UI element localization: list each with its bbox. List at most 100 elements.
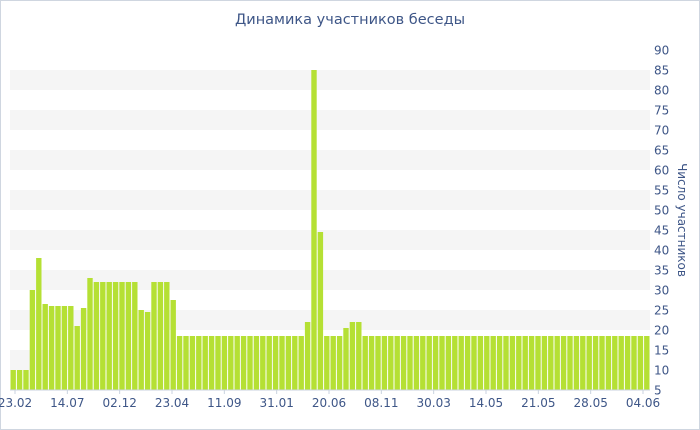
bar bbox=[573, 336, 580, 390]
bar bbox=[48, 306, 55, 390]
y-tick-label: 75 bbox=[654, 104, 669, 118]
bar bbox=[61, 306, 68, 390]
bar bbox=[42, 304, 48, 390]
grid-band bbox=[10, 270, 650, 290]
x-tick-label: 14.05 bbox=[469, 396, 503, 410]
bar bbox=[304, 322, 311, 390]
bar bbox=[298, 336, 304, 390]
bar bbox=[592, 336, 599, 390]
bar bbox=[503, 336, 509, 390]
bar bbox=[362, 336, 368, 390]
bar bbox=[516, 336, 522, 390]
bar bbox=[439, 336, 445, 390]
y-tick-label: 65 bbox=[654, 144, 669, 158]
grid-band bbox=[10, 70, 650, 90]
bar bbox=[509, 336, 516, 390]
bar bbox=[490, 336, 496, 390]
y-tick-label: 85 bbox=[654, 64, 669, 78]
bar bbox=[112, 282, 119, 390]
bar bbox=[343, 328, 349, 390]
bar bbox=[548, 336, 554, 390]
y-tick-label: 30 bbox=[654, 284, 669, 298]
bar bbox=[272, 336, 279, 390]
bar bbox=[541, 336, 548, 390]
bar bbox=[234, 336, 240, 390]
grid-band bbox=[10, 310, 650, 330]
bar bbox=[522, 336, 528, 390]
bar bbox=[567, 336, 573, 390]
x-tick-label: 23.02 bbox=[0, 396, 32, 410]
bar bbox=[560, 336, 567, 390]
x-tick-label: 30.03 bbox=[417, 396, 451, 410]
bar bbox=[407, 336, 413, 390]
y-tick-label: 50 bbox=[654, 204, 669, 218]
bar bbox=[624, 336, 631, 390]
bar bbox=[87, 278, 93, 390]
bar bbox=[106, 282, 112, 390]
chart-title: Динамика участников беседы bbox=[234, 12, 466, 28]
bar bbox=[484, 336, 490, 390]
x-tick-label: 14.07 bbox=[50, 396, 84, 410]
grid-bands bbox=[10, 70, 650, 370]
grid-band bbox=[10, 350, 650, 370]
bar bbox=[240, 336, 247, 390]
bar bbox=[285, 336, 292, 390]
bar bbox=[381, 336, 388, 390]
x-tick-label: 23.04 bbox=[155, 396, 189, 410]
bar bbox=[93, 282, 100, 390]
x-tick-label: 31.01 bbox=[260, 396, 294, 410]
bar bbox=[189, 336, 196, 390]
bar bbox=[471, 336, 477, 390]
bar bbox=[618, 336, 624, 390]
y-tick-label: 25 bbox=[654, 304, 669, 318]
bar bbox=[215, 336, 221, 390]
bar bbox=[375, 336, 381, 390]
y-tick-label: 60 bbox=[654, 164, 669, 178]
y-tick-label: 40 bbox=[654, 244, 669, 258]
bar bbox=[311, 70, 317, 390]
bar bbox=[29, 290, 36, 390]
bar bbox=[196, 336, 202, 390]
bar bbox=[16, 370, 23, 390]
grid-band bbox=[10, 230, 650, 250]
bar bbox=[637, 336, 644, 390]
bar bbox=[292, 336, 298, 390]
bar bbox=[144, 312, 151, 390]
bar bbox=[644, 336, 650, 390]
bar bbox=[580, 336, 586, 390]
bar bbox=[317, 232, 324, 390]
x-tick-label: 08.11 bbox=[364, 396, 398, 410]
bar bbox=[458, 336, 464, 390]
bar bbox=[208, 336, 215, 390]
bar bbox=[176, 336, 183, 390]
bar bbox=[612, 336, 618, 390]
bar bbox=[356, 322, 362, 390]
y-tick-label: 10 bbox=[654, 364, 669, 378]
bar bbox=[151, 282, 157, 390]
bar bbox=[80, 308, 87, 390]
bar bbox=[221, 336, 228, 390]
bar bbox=[324, 336, 330, 390]
bar bbox=[496, 336, 503, 390]
bar bbox=[426, 336, 432, 390]
y-tick-label: 70 bbox=[654, 124, 669, 138]
y-tick-label: 90 bbox=[654, 44, 669, 58]
grid-band bbox=[10, 190, 650, 210]
x-tick-label: 20.06 bbox=[312, 396, 346, 410]
bar bbox=[10, 370, 16, 390]
bar bbox=[228, 336, 234, 390]
bar bbox=[605, 336, 612, 390]
y-tick-label: 35 bbox=[654, 264, 669, 278]
bar bbox=[368, 336, 375, 390]
bar bbox=[535, 336, 541, 390]
y-axis-label: Число участников bbox=[675, 163, 689, 277]
bar bbox=[253, 336, 260, 390]
grid-band bbox=[10, 150, 650, 170]
bar bbox=[247, 336, 253, 390]
y-tick-label: 55 bbox=[654, 184, 669, 198]
bar bbox=[554, 336, 560, 390]
bar bbox=[157, 282, 164, 390]
y-tick-label: 45 bbox=[654, 224, 669, 238]
bar bbox=[420, 336, 426, 390]
